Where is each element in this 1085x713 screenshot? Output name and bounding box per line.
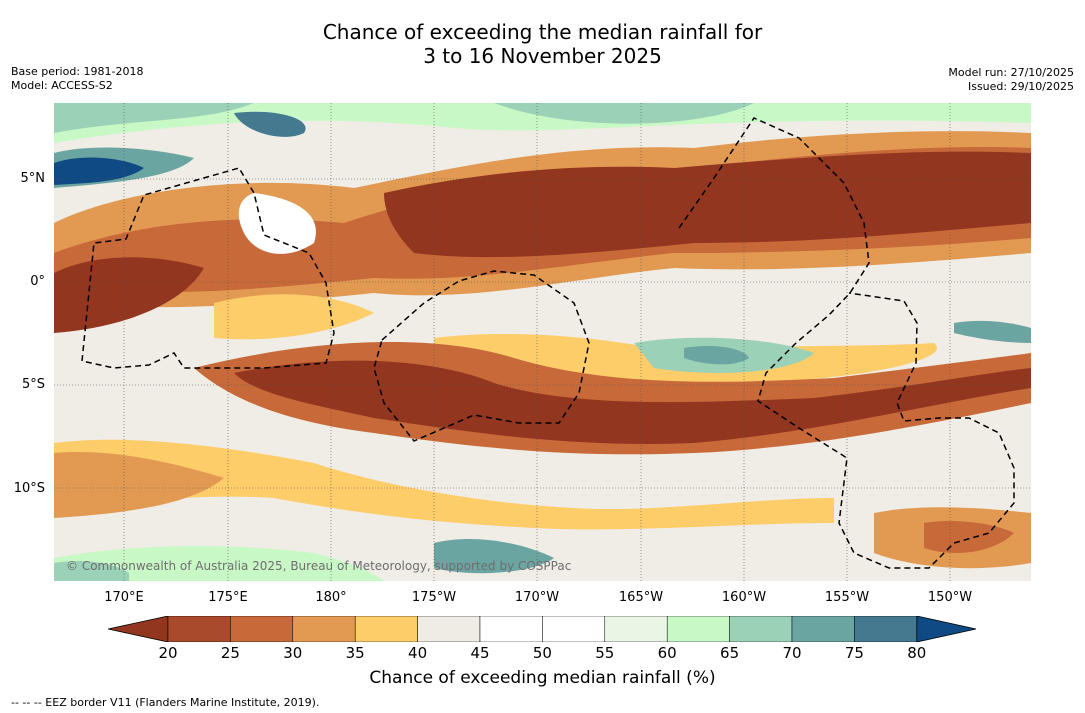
colorbar-swatch-40-45 bbox=[417, 616, 481, 642]
colorbar-label: Chance of exceeding median rainfall (%) bbox=[369, 668, 716, 688]
colorbar-tick-55: 55 bbox=[595, 644, 615, 662]
lon-label-175e: 175°E bbox=[208, 590, 248, 605]
lat-label-0: 0° bbox=[30, 274, 45, 289]
colorbar-tick-50: 50 bbox=[532, 644, 552, 662]
colorbar-high-arrow bbox=[916, 616, 977, 642]
map-gridlines bbox=[54, 103, 1031, 581]
colorbar-swatch-70-75 bbox=[791, 616, 855, 642]
wet-core-nw bbox=[234, 111, 306, 137]
colorbar-tick-20: 20 bbox=[158, 644, 178, 662]
lon-label-170w: 170°W bbox=[514, 590, 560, 605]
map-title-line1: Chance of exceeding the median rainfall … bbox=[322, 20, 763, 44]
lon-label-180: 180° bbox=[315, 590, 347, 605]
lon-label-165w: 165°W bbox=[618, 590, 664, 605]
dry-patch-southwest bbox=[54, 452, 224, 518]
colorbar-swatch-25-30 bbox=[230, 616, 294, 642]
dry-band-south-core bbox=[234, 360, 1031, 444]
colorbar-tick-30: 30 bbox=[283, 644, 303, 662]
map-canvas bbox=[54, 103, 1031, 581]
colorbar-swatch-65-70 bbox=[729, 616, 793, 642]
base-period: Base period: 1981-2018 bbox=[11, 65, 144, 78]
lon-label-175w: 175°W bbox=[411, 590, 457, 605]
colorbar-tick-75: 75 bbox=[844, 644, 864, 662]
colorbar-tick-60: 60 bbox=[657, 644, 677, 662]
eez-border-west bbox=[81, 167, 335, 369]
colorbar-swatch-75-80 bbox=[854, 616, 918, 642]
colorbar bbox=[108, 616, 977, 642]
colorbar-swatch-50-55 bbox=[542, 616, 606, 642]
lat-label-5n: 5°N bbox=[20, 171, 46, 186]
colorbar-swatch-20-25 bbox=[167, 616, 231, 642]
model-name: Model: ACCESS-S2 bbox=[11, 79, 113, 92]
colorbar-tick-65: 65 bbox=[720, 644, 740, 662]
model-run: Model run: 27/10/2025 bbox=[948, 66, 1074, 79]
rainfall-map bbox=[54, 103, 1031, 581]
eez-footnote: -- -- -- EEZ border V11 (Flanders Marine… bbox=[11, 696, 320, 709]
colorbar-tick-80: 80 bbox=[907, 644, 927, 662]
copyright-notice: © Commonwealth of Australia 2025, Bureau… bbox=[66, 559, 572, 573]
wet-patch-north-central bbox=[494, 103, 754, 124]
eez-border-central bbox=[373, 270, 590, 442]
wet-patch-nw bbox=[54, 103, 254, 133]
lat-label-5s: 5°S bbox=[21, 377, 45, 392]
colorbar-low-arrow bbox=[108, 616, 169, 642]
transition-patch-west bbox=[214, 294, 374, 340]
issued-date: Issued: 29/10/2025 bbox=[967, 80, 1074, 93]
wet-core-central bbox=[684, 346, 749, 365]
map-title-line2: 3 to 16 November 2025 bbox=[423, 44, 662, 68]
colorbar-swatch-55-60 bbox=[604, 616, 668, 642]
lon-label-150w: 150°W bbox=[927, 590, 973, 605]
wet-patch-east bbox=[954, 320, 1031, 343]
dry-core-west bbox=[54, 257, 204, 333]
colorbar-tick-35: 35 bbox=[345, 644, 365, 662]
colorbar-tick-40: 40 bbox=[408, 644, 428, 662]
lon-label-155w: 155°W bbox=[824, 590, 870, 605]
lat-label-10s: 10°S bbox=[13, 481, 45, 496]
map-title: Chance of exceeding the median rainfall … bbox=[0, 20, 1085, 68]
meta-right: Model run: 27/10/2025 Issued: 29/10/2025 bbox=[948, 66, 1074, 94]
lon-label-160w: 160°W bbox=[721, 590, 767, 605]
wet-patch-southwest-corner bbox=[54, 561, 129, 581]
dry-band-far-south-outer bbox=[54, 439, 834, 530]
colorbar-swatch-60-65 bbox=[666, 616, 730, 642]
lon-label-170e: 170°E bbox=[104, 590, 144, 605]
colorbar-tick-25: 25 bbox=[220, 644, 240, 662]
wet-band-south bbox=[54, 546, 384, 581]
meta-left: Base period: 1981-2018 Model: ACCESS-S2 bbox=[11, 65, 143, 93]
dry-band-north-core bbox=[384, 151, 1031, 258]
colorbar-swatch-30-35 bbox=[292, 616, 356, 642]
colorbar-swatch-35-40 bbox=[354, 616, 418, 642]
wet-patch-south bbox=[434, 538, 554, 574]
colorbar-tick-70: 70 bbox=[782, 644, 802, 662]
colorbar-swatch-45-50 bbox=[479, 616, 543, 642]
colorbar-tick-45: 45 bbox=[470, 644, 490, 662]
wet-core-west bbox=[54, 157, 144, 185]
wet-band-north bbox=[54, 103, 1031, 143]
eez-border-east bbox=[678, 117, 1015, 569]
eez-borders bbox=[81, 117, 1015, 569]
